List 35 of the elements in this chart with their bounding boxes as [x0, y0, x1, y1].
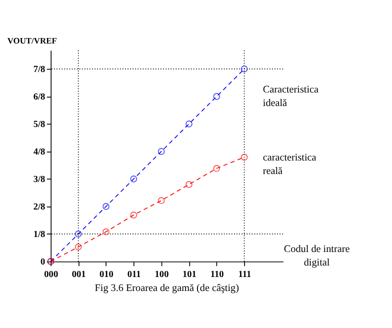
point — [130, 176, 138, 182]
x-tick-label: 111 — [238, 270, 252, 280]
y-tick-label: 0 — [40, 257, 46, 268]
text: Caracteristica ideală — [262, 84, 320, 110]
point — [186, 120, 192, 128]
point — [102, 228, 110, 236]
point — [158, 197, 165, 204]
point — [102, 203, 110, 210]
y-tick-label: 1/8 — [33, 230, 46, 240]
y-axis-title: VOUT/VREF — [7, 35, 57, 46]
point — [158, 148, 165, 155]
y-tick-label: 3/8 — [33, 174, 46, 185]
y-tick-label: 2/8 — [33, 202, 46, 212]
point — [130, 212, 138, 218]
y-tick-label: 7/8 — [33, 64, 46, 75]
point — [213, 164, 220, 172]
point — [186, 181, 192, 188]
point — [240, 66, 248, 72]
y-tick-label: 6/8 — [33, 92, 46, 102]
point — [74, 230, 82, 238]
x-tick-label: 100 — [154, 270, 170, 280]
point — [213, 93, 220, 100]
x-tick-label: 000 — [44, 270, 58, 280]
x-tick-label: 011 — [127, 270, 142, 280]
x-axis-title: Codul de intrare digital — [284, 244, 350, 269]
x-tick-label: 001 — [72, 270, 86, 280]
x-tick-label: 010 — [99, 270, 114, 280]
y-tick-label: 5/8 — [33, 120, 46, 130]
point — [240, 154, 248, 161]
text: Fig 3.6 Eroarea de gamă (de câştig) — [94, 283, 239, 294]
y-tick-label: 4/8 — [33, 147, 46, 158]
x-tick-label: 101 — [182, 270, 197, 280]
x-tick-label: 110 — [210, 270, 224, 280]
point — [74, 244, 82, 250]
series-label: caracteristica reală — [262, 152, 317, 178]
